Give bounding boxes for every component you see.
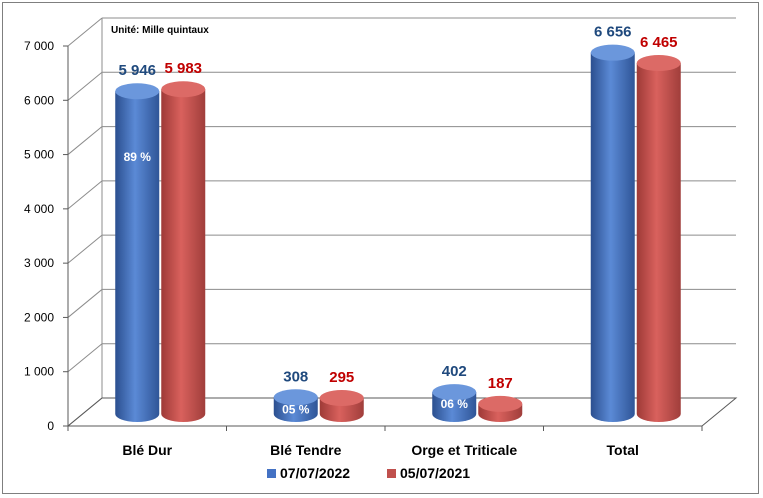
legend-label-2022: 07/07/2022	[280, 465, 350, 481]
y-tick-label: 6 000	[24, 93, 54, 107]
x-tick-label: Blé Tendre	[270, 442, 342, 458]
bar	[590, 44, 635, 422]
bar-top	[478, 395, 523, 412]
bar	[319, 389, 364, 422]
unit-note: Unité: Mille quintaux	[111, 25, 209, 36]
gridline-diagonal	[67, 126, 103, 155]
x-tick-label: Total	[607, 442, 639, 458]
bar	[636, 55, 681, 423]
gridline-diagonal	[67, 17, 103, 47]
y-tick-label: 3 000	[24, 256, 54, 270]
data-labels: 5 946 89 % 308 05 % 402 06 % 6 656 5 983 295 187 6…	[118, 24, 677, 417]
x-tick-label: Blé Dur	[122, 442, 172, 458]
legend: 07/07/2022 05/07/2021	[267, 465, 470, 481]
value-label: 402	[442, 363, 467, 380]
bar-top	[115, 83, 160, 100]
value-label: 6 465	[640, 34, 678, 51]
y-tick-label: 4 000	[24, 202, 54, 216]
y-tick-label: 2 000	[24, 310, 54, 324]
value-label: 5 946	[118, 62, 156, 79]
y-tick-label: 1 000	[24, 365, 54, 379]
share-label: 05 %	[282, 402, 310, 416]
bar-body	[432, 392, 477, 422]
value-label: 6 656	[594, 24, 632, 41]
y-tick-label: 7 000	[24, 39, 54, 53]
value-label: 308	[283, 368, 308, 385]
gridline-diagonal	[67, 343, 103, 373]
legend-swatch-2021	[387, 469, 396, 478]
x-tick-label: Orge et Triticale	[411, 442, 517, 458]
gridline-diagonal	[67, 289, 103, 318]
bar	[161, 81, 206, 423]
bar-body	[636, 63, 681, 423]
gridline-diagonal	[67, 180, 103, 210]
share-label: 06 %	[441, 397, 469, 411]
value-label: 187	[488, 375, 513, 392]
y-tick-label: 0	[47, 419, 54, 433]
bars	[115, 44, 681, 423]
floor	[66, 397, 738, 427]
y-tick-label: 5 000	[24, 148, 54, 162]
bar	[115, 83, 160, 423]
bar-body	[161, 89, 206, 423]
bar-body	[115, 91, 160, 423]
share-label: 89 %	[124, 150, 152, 164]
gridline-diagonal	[67, 234, 103, 264]
bar-top	[161, 81, 206, 98]
legend-swatch-2022	[267, 469, 276, 478]
value-label: 5 983	[164, 60, 202, 77]
bar	[478, 395, 523, 422]
legend-label-2021: 05/07/2021	[400, 465, 470, 481]
bar-top	[636, 55, 681, 72]
bar	[432, 384, 477, 422]
bar-top	[590, 44, 635, 61]
bar	[273, 389, 318, 422]
axes: 0 1 000 2 000 3 000 4 000 5 000 6 000 7 000 Blé …	[24, 18, 738, 458]
bar-top	[319, 389, 364, 406]
gridline-diagonal	[67, 71, 103, 101]
value-label: 295	[329, 369, 354, 386]
bar-top	[432, 384, 477, 401]
bar-top	[273, 389, 318, 406]
bar-body	[590, 52, 635, 422]
